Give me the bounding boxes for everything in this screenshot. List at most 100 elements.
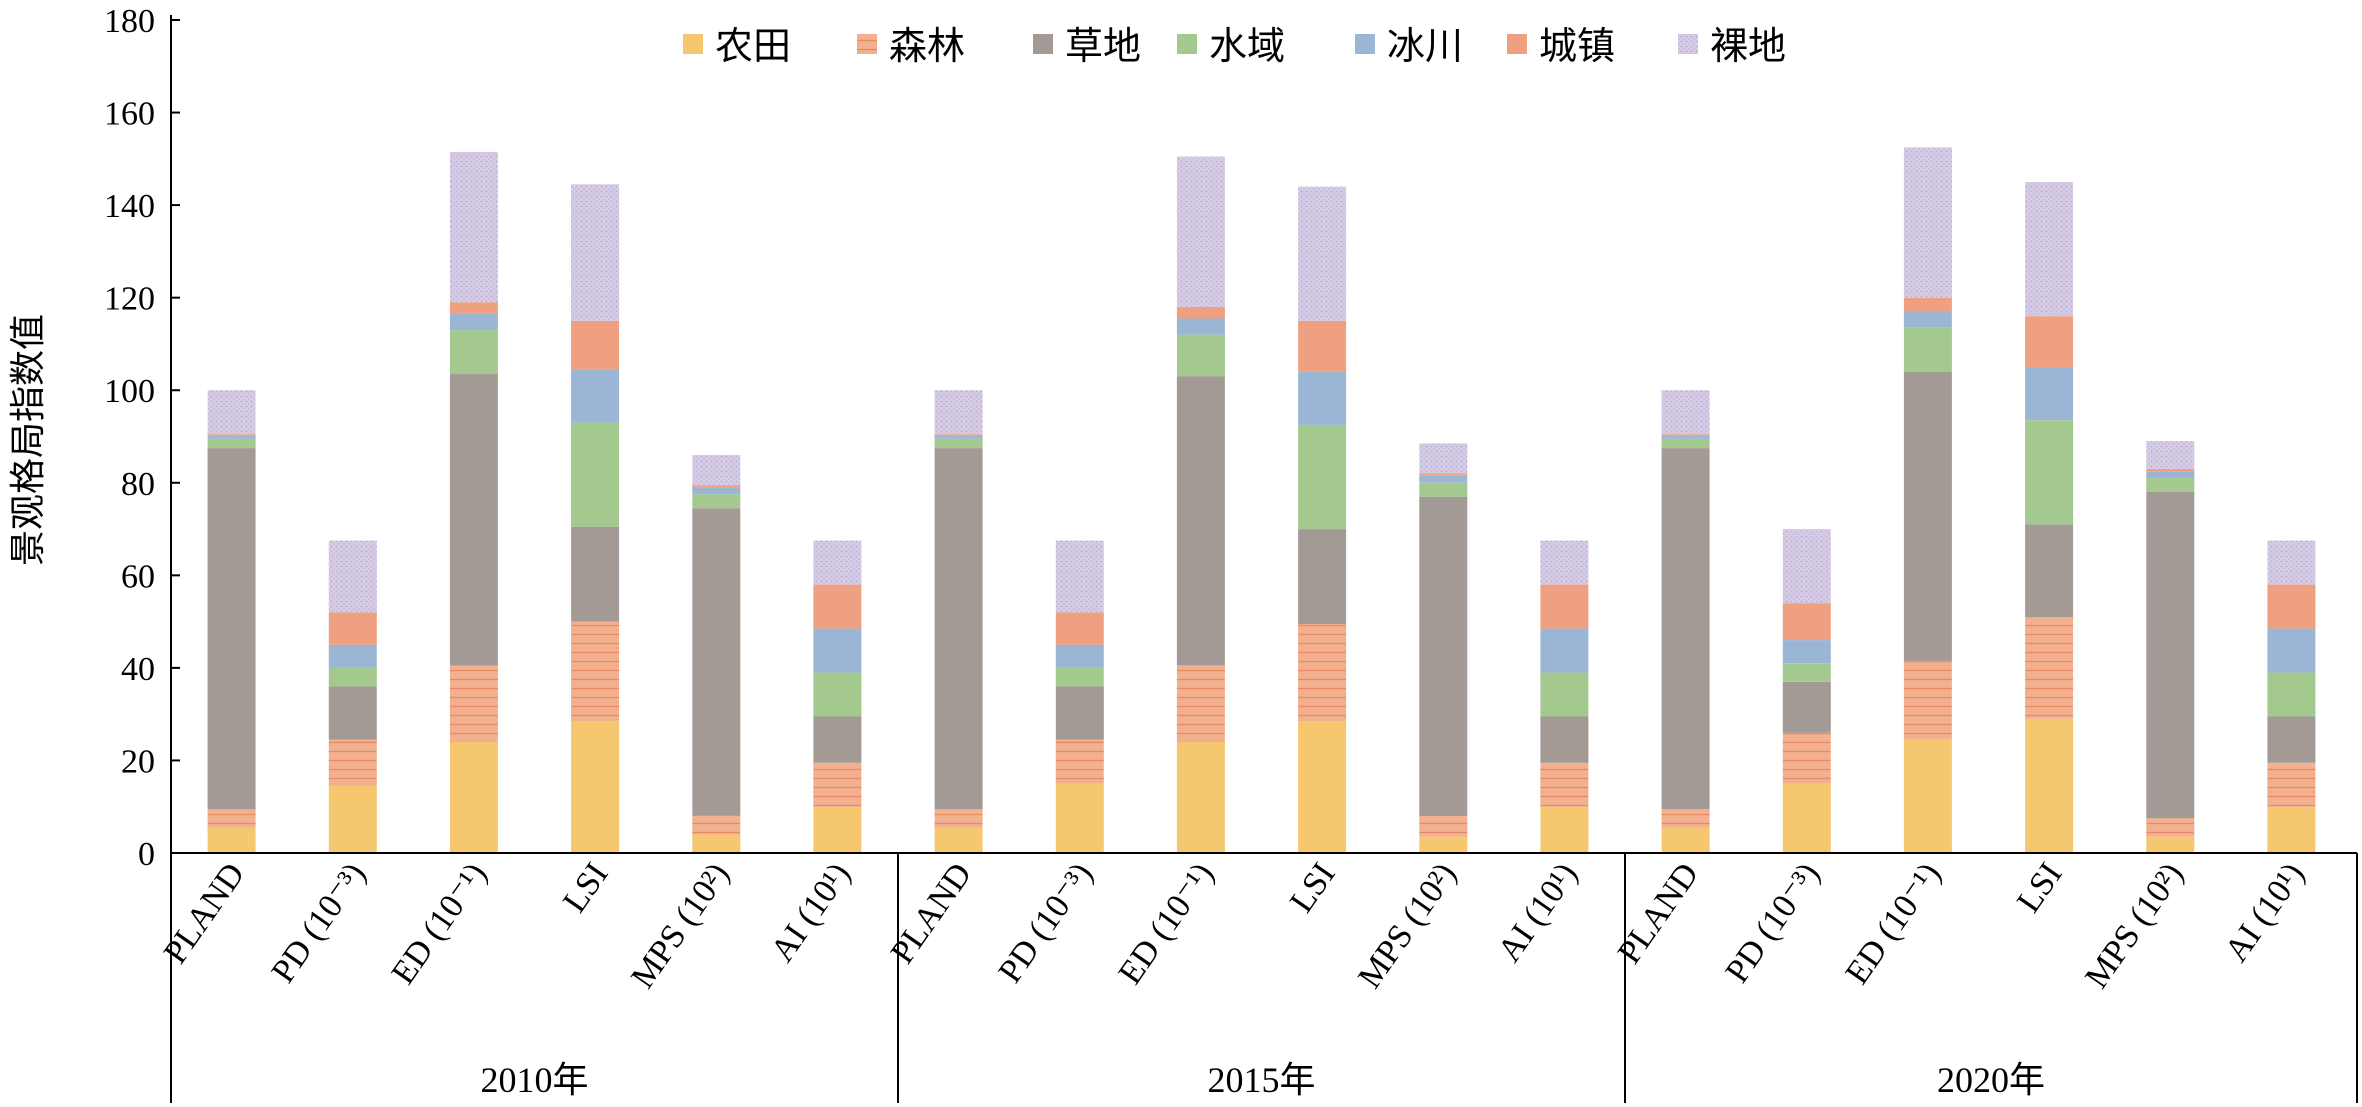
y-tick-label-5: 80	[121, 466, 155, 503]
bar-segment-6-14	[1782, 603, 1831, 641]
bar-segment-7-6	[813, 540, 862, 585]
legend-label-7: 裸地	[1710, 24, 1786, 68]
category-label-9: ED (10⁻¹)	[1112, 856, 1222, 991]
bars-layer	[207, 147, 2316, 853]
bar-segment-2-1	[207, 809, 256, 828]
bar-segment-1-12	[1540, 806, 1589, 853]
category-label-17: MPS (10²)	[2078, 856, 2191, 995]
bar-segment-7-11	[1419, 443, 1468, 474]
bar-segment-2-8	[1055, 739, 1104, 784]
bar-segment-3-4	[571, 526, 620, 622]
bar-segment-1-1	[207, 827, 256, 853]
bar-segment-6-17	[2146, 468, 2195, 472]
bar-segment-7-1	[207, 390, 256, 435]
bar-segment-7-14	[1782, 529, 1831, 604]
bar-segment-5-6	[813, 628, 862, 673]
y-tick-label-9: 160	[104, 96, 155, 133]
y-tick-label-3: 40	[121, 651, 155, 688]
bar-segment-6-9	[1176, 306, 1225, 319]
bar-segment-2-5	[692, 816, 741, 835]
bar-segment-1-16	[2025, 718, 2074, 853]
bar-segment-4-4	[571, 422, 620, 527]
y-tick-label-4: 60	[121, 558, 155, 595]
bar-segment-5-15	[1903, 311, 1952, 328]
bar-segment-7-3	[449, 151, 498, 303]
bar-segment-3-14	[1782, 681, 1831, 733]
bar-segment-3-13	[1661, 448, 1710, 810]
bar-segment-4-8	[1055, 667, 1104, 687]
bar-segment-7-8	[1055, 540, 1104, 613]
category-label-6: AI (10¹)	[764, 856, 858, 968]
group-label-1: 2010年	[480, 1060, 588, 1100]
bar-segment-2-2	[328, 739, 377, 786]
bar-segment-1-6	[813, 806, 862, 853]
y-tick-label-6: 100	[104, 373, 155, 410]
bar-segment-6-6	[813, 584, 862, 629]
bar-segment-3-18	[2267, 716, 2316, 763]
legend-swatch-7	[1678, 34, 1698, 54]
bar-segment-2-18	[2267, 762, 2316, 807]
legend-label-1: 农田	[715, 24, 791, 68]
category-label-5: MPS (10²)	[624, 856, 737, 995]
bar-segment-5-10	[1298, 371, 1347, 425]
bar-segment-6-15	[1903, 297, 1952, 312]
bar-segment-2-17	[2146, 818, 2195, 837]
bar-segment-1-10	[1298, 721, 1347, 853]
legend-swatch-4	[1177, 34, 1197, 54]
bar-segment-1-18	[2267, 806, 2316, 853]
bar-segment-7-10	[1298, 186, 1347, 321]
y-tick-label-10: 180	[104, 3, 155, 40]
y-tick-label-1: 0	[138, 836, 155, 873]
bar-segment-2-6	[813, 762, 862, 807]
category-label-11: MPS (10²)	[1351, 856, 1464, 995]
bar-segment-5-3	[449, 313, 498, 331]
bar-segment-7-15	[1903, 147, 1952, 298]
y-tick-label-7: 120	[104, 281, 155, 318]
bar-segment-1-9	[1176, 741, 1225, 853]
bar-segment-3-8	[1055, 686, 1104, 740]
bar-segment-3-15	[1903, 371, 1952, 661]
bar-segment-5-8	[1055, 644, 1104, 668]
bar-segment-3-10	[1298, 529, 1347, 624]
bar-segment-5-18	[2267, 628, 2316, 673]
bar-segment-4-13	[1661, 438, 1710, 449]
category-label-2: PD (10⁻³)	[265, 856, 374, 989]
bar-segment-6-1	[207, 434, 256, 436]
bar-segment-7-5	[692, 455, 741, 486]
category-label-4: LSI	[556, 856, 616, 919]
bar-segment-4-17	[2146, 478, 2195, 492]
bar-segment-4-7	[934, 438, 983, 449]
bar-segment-7-17	[2146, 441, 2195, 469]
bar-segment-3-3	[449, 374, 498, 666]
bar-segment-3-12	[1540, 716, 1589, 763]
bar-segment-7-18	[2267, 540, 2316, 585]
bar-segment-2-13	[1661, 809, 1710, 828]
bar-segment-2-7	[934, 809, 983, 828]
legend-swatch-5	[1355, 34, 1375, 54]
legend-swatch-6	[1507, 34, 1527, 54]
bar-segment-5-2	[328, 644, 377, 668]
bar-segment-4-2	[328, 667, 377, 687]
bar-segment-4-5	[692, 494, 741, 509]
legend-label-4: 水域	[1209, 24, 1285, 68]
bar-segment-6-7	[934, 434, 983, 436]
bar-segment-6-11	[1419, 473, 1468, 476]
bar-segment-4-10	[1298, 424, 1347, 529]
bar-segment-4-14	[1782, 663, 1831, 682]
bar-segment-1-5	[692, 834, 741, 853]
bar-segment-1-4	[571, 721, 620, 853]
bar-segment-1-8	[1055, 783, 1104, 853]
bar-segment-5-9	[1176, 318, 1225, 335]
y-axis-title: 景观格局指数值	[8, 314, 49, 566]
bar-segment-5-4	[571, 369, 620, 423]
category-label-10: LSI	[1283, 856, 1343, 919]
category-label-3: ED (10⁻¹)	[385, 856, 495, 991]
bar-segment-5-11	[1419, 475, 1468, 483]
legend-swatch-1	[683, 34, 703, 54]
bar-segment-5-12	[1540, 628, 1589, 673]
category-label-12: AI (10¹)	[1491, 856, 1585, 968]
bar-segment-5-13	[1661, 435, 1710, 439]
category-label-15: ED (10⁻¹)	[1839, 856, 1949, 991]
bar-segment-4-3	[449, 330, 498, 375]
